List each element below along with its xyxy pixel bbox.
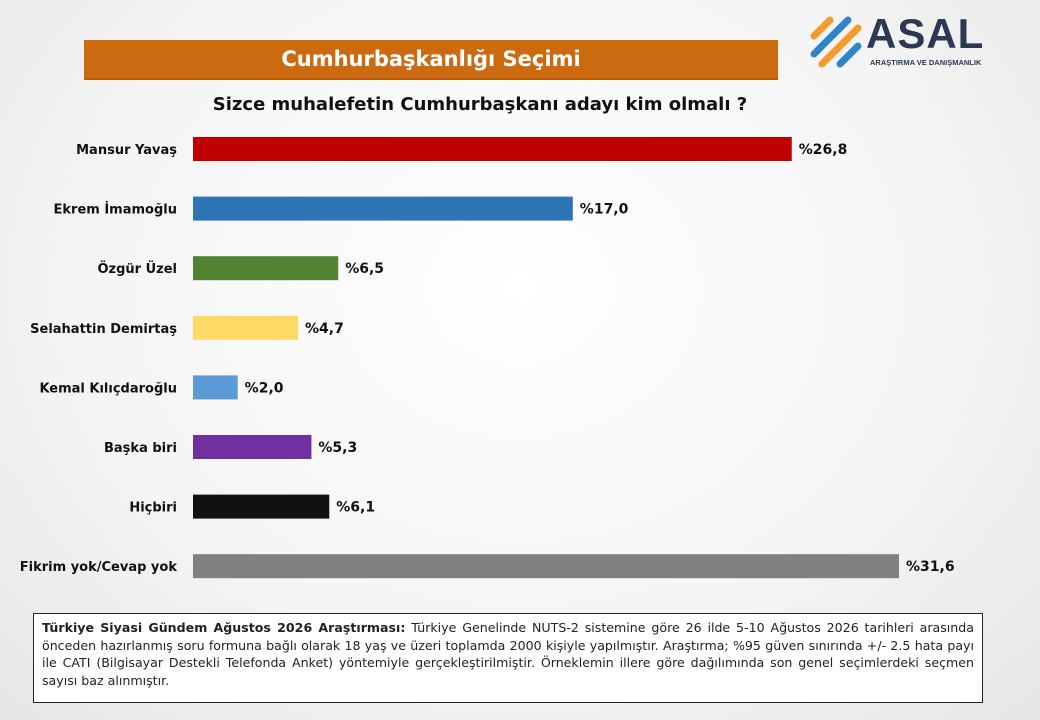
note-title: Türkiye Siyasi Gündem Ağustos 2026 Araşt… [42, 620, 406, 635]
category-label: Ekrem İmamoğlu [54, 202, 177, 218]
bar [193, 435, 312, 459]
bar-chart: Mansur Yavaş %26,8 Ekrem İmamoğlu %17,0 Özgü… [20, 137, 955, 579]
value-label: %4,7 [305, 321, 344, 337]
value-label: %31,6 [906, 559, 955, 575]
category-label: Fikrim yok/Cevap yok [20, 560, 178, 575]
chart-title: Sizce muhalefetin Cumhurbaşkanı adayı ki… [212, 94, 748, 115]
value-label: %26,8 [799, 142, 848, 158]
value-label: %17,0 [580, 202, 629, 218]
asal-logo: ASAL ARAŞTIRMA VE DANIŞMANLIK [808, 10, 998, 70]
logo-mark-icon [810, 16, 862, 68]
bar [193, 196, 573, 221]
bar [193, 256, 339, 281]
category-label: Hiçbiri [129, 501, 177, 516]
category-label: Mansur Yavaş [76, 143, 177, 158]
logo-subtitle: ARAŞTIRMA VE DANIŞMANLIK [870, 58, 982, 67]
category-label: Kemal Kılıçdaroğlu [39, 381, 177, 396]
bar [193, 137, 792, 161]
category-label: Özgür Üzel [97, 261, 177, 277]
value-label: %2,0 [245, 380, 284, 396]
bar [193, 375, 238, 400]
banner-title: Cumhurbaşkanlığı Seçimi [84, 40, 778, 80]
value-label: %5,3 [318, 440, 357, 456]
value-label: %6,5 [345, 261, 384, 277]
logo-name: ASAL [866, 10, 985, 57]
methodology-note: Türkiye Siyasi Gündem Ağustos 2026 Araşt… [33, 613, 983, 703]
bar [193, 494, 330, 519]
value-label: %6,1 [336, 500, 375, 516]
category-label: Selahattin Demirtaş [30, 322, 177, 337]
note-body: Türkiye Genelinde NUTS-2 sistemine göre … [42, 620, 974, 688]
bar [193, 554, 899, 579]
bar [193, 315, 299, 340]
category-label: Başka biri [104, 441, 177, 456]
